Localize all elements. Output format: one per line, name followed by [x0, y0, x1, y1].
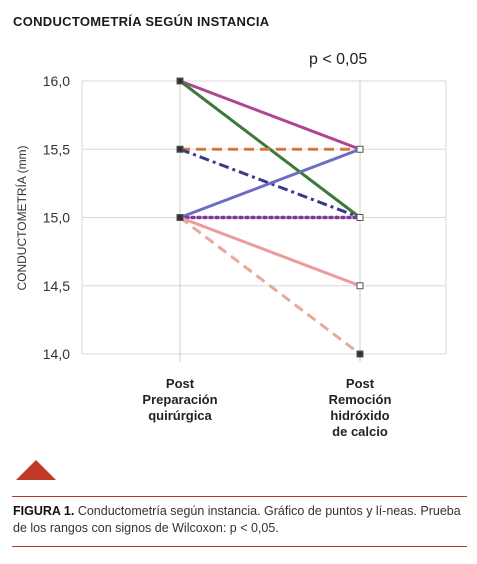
series-line-4: [179, 147, 361, 219]
data-point-marker: [356, 350, 364, 358]
caption-bottom-rule: [12, 546, 467, 547]
p-value-annotation: p < 0,05: [309, 51, 368, 68]
x-category-line: Preparación: [142, 392, 218, 407]
data-point-marker: [176, 77, 184, 85]
x-category-line: de calcio: [332, 424, 388, 439]
figure-caption: FIGURA 1. Conductometría según instancia…: [13, 503, 471, 537]
y-tick-label-4: 14,0: [43, 346, 70, 362]
x-category-line: quirúrgica: [148, 408, 212, 423]
grid: [81, 80, 447, 362]
y-tick-label-3: 14,5: [43, 278, 70, 294]
series-line-0: [179, 79, 361, 151]
x-category-line: Remoción: [328, 392, 392, 407]
series-line-7: [179, 216, 361, 356]
series-markers: [176, 77, 364, 358]
x-category-line: hidróxido: [330, 408, 390, 423]
decorative-triangle-icon: [16, 460, 56, 480]
x-category-line: Post: [165, 376, 195, 391]
data-point-marker: [176, 145, 184, 153]
data-point-marker: [356, 282, 364, 290]
data-point-marker: [356, 214, 364, 221]
y-tick-label-1: 15,5: [43, 141, 70, 157]
data-point-marker: [356, 145, 364, 153]
y-tick-label-2: 15,0: [43, 210, 70, 226]
chart-svg: 16,0 15,5 15,0 14,5 14,0 CONDUCTOMETRÍA (mm): [14, 73, 447, 362]
series-lines: [178, 79, 362, 356]
y-axis-label: CONDUCTOMETRÍA (mm): [14, 145, 29, 290]
data-point-marker: [176, 214, 184, 221]
caption-label: FIGURA 1.: [13, 504, 75, 518]
series-line-6: [179, 216, 361, 288]
x-category-label-1: Post Remoción hidróxido de calcio: [300, 376, 420, 440]
x-category-label-0: Post Preparación quirúrgica: [120, 376, 240, 424]
x-category-line: Post: [345, 376, 375, 391]
caption-text: Conductometría según instancia. Gráfico …: [13, 504, 461, 535]
y-tick-label-0: 16,0: [43, 73, 70, 89]
y-tick-labels: 16,0 15,5 15,0 14,5 14,0: [43, 73, 70, 362]
caption-top-rule: [12, 496, 467, 497]
chart-title: CONDUCTOMETRÍA SEGÚN INSTANCIA: [13, 14, 270, 29]
